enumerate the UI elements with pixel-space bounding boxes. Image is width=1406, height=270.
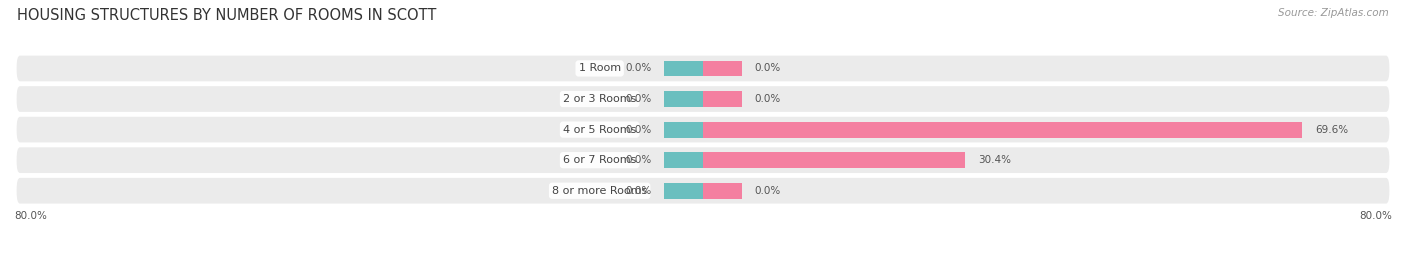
- Text: 0.0%: 0.0%: [755, 94, 780, 104]
- FancyBboxPatch shape: [17, 86, 1389, 112]
- Text: 0.0%: 0.0%: [755, 186, 780, 196]
- Text: 0.0%: 0.0%: [626, 155, 651, 165]
- Text: 30.4%: 30.4%: [977, 155, 1011, 165]
- Bar: [664, 152, 703, 168]
- Text: 80.0%: 80.0%: [1360, 211, 1392, 221]
- Text: Source: ZipAtlas.com: Source: ZipAtlas.com: [1278, 8, 1389, 18]
- Text: 1 Room: 1 Room: [579, 63, 620, 73]
- Bar: [664, 122, 703, 137]
- FancyBboxPatch shape: [17, 56, 1389, 81]
- Bar: [703, 183, 742, 199]
- Bar: [703, 60, 742, 76]
- Text: 80.0%: 80.0%: [14, 211, 46, 221]
- Text: HOUSING STRUCTURES BY NUMBER OF ROOMS IN SCOTT: HOUSING STRUCTURES BY NUMBER OF ROOMS IN…: [17, 8, 436, 23]
- Bar: [703, 122, 1302, 137]
- Text: 0.0%: 0.0%: [626, 124, 651, 135]
- Bar: [664, 60, 703, 76]
- FancyBboxPatch shape: [17, 117, 1389, 143]
- Text: 0.0%: 0.0%: [755, 63, 780, 73]
- Bar: [703, 91, 742, 107]
- Text: 8 or more Rooms: 8 or more Rooms: [553, 186, 647, 196]
- Text: 2 or 3 Rooms: 2 or 3 Rooms: [562, 94, 637, 104]
- Text: 6 or 7 Rooms: 6 or 7 Rooms: [562, 155, 637, 165]
- Bar: [664, 91, 703, 107]
- Text: 4 or 5 Rooms: 4 or 5 Rooms: [562, 124, 637, 135]
- FancyBboxPatch shape: [17, 178, 1389, 204]
- Text: 69.6%: 69.6%: [1315, 124, 1348, 135]
- Text: 0.0%: 0.0%: [626, 63, 651, 73]
- Text: 0.0%: 0.0%: [626, 186, 651, 196]
- Bar: [664, 183, 703, 199]
- FancyBboxPatch shape: [17, 147, 1389, 173]
- Bar: [703, 152, 965, 168]
- Text: 0.0%: 0.0%: [626, 94, 651, 104]
